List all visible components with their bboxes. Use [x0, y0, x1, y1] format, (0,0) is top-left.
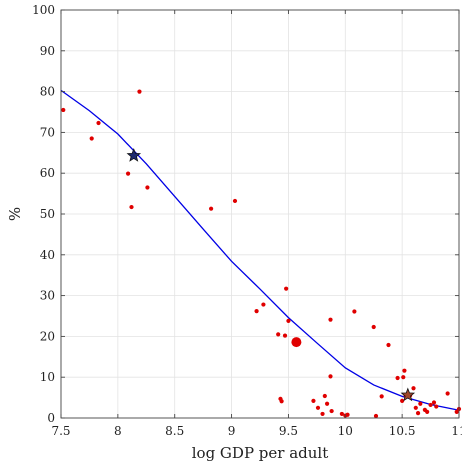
x-tick-label: 10 — [338, 424, 353, 438]
highlight-star — [126, 148, 142, 162]
y-tick-label: 90 — [40, 44, 55, 58]
data-point — [282, 333, 288, 338]
data-point — [145, 185, 150, 190]
y-tick-label: 60 — [40, 166, 55, 180]
data-point — [445, 391, 450, 396]
y-tick-label: 40 — [40, 248, 55, 262]
highlighted-markers — [126, 148, 416, 402]
highlight-point — [291, 337, 302, 348]
data-point — [232, 198, 238, 204]
x-tick-label: 8 — [114, 424, 122, 438]
data-point — [125, 171, 131, 176]
data-point — [286, 318, 291, 323]
data-point — [320, 411, 325, 417]
data-point — [395, 375, 400, 381]
y-tick-label: 100 — [32, 3, 55, 17]
data-points — [61, 89, 462, 419]
data-point — [328, 374, 333, 379]
x-tick-label: 8.5 — [165, 424, 184, 438]
data-point — [322, 393, 327, 399]
data-point — [454, 409, 459, 414]
data-point — [386, 342, 391, 348]
data-point — [329, 408, 334, 414]
x-axis-label: log GDP per adult — [192, 444, 329, 462]
data-point — [315, 405, 321, 410]
y-axis-label: % — [6, 207, 24, 221]
x-tick-label: 7.5 — [51, 424, 70, 438]
data-point — [339, 411, 344, 417]
x-tick-label: 10.5 — [389, 424, 416, 438]
y-tick-label: 0 — [47, 411, 55, 425]
data-point — [61, 107, 66, 113]
y-tick-label: 50 — [40, 207, 55, 221]
data-point — [279, 399, 284, 404]
data-point — [311, 398, 316, 403]
data-point — [402, 368, 407, 373]
data-point — [254, 309, 259, 314]
fit-line — [60, 89, 460, 411]
data-point — [371, 324, 376, 330]
data-point — [328, 317, 333, 322]
data-point — [401, 375, 406, 380]
data-point — [373, 413, 379, 419]
axis-ticks: 7.5 8 8.5 9 9.5 10 10.5 11 0 10 20 30 40 50 60 70 80 90 10… — [32, 3, 462, 438]
x-tick-label: 9.5 — [279, 424, 298, 438]
data-point — [209, 206, 214, 211]
data-point — [324, 401, 330, 406]
data-point — [137, 89, 142, 94]
data-point — [261, 302, 266, 307]
data-point — [413, 405, 418, 410]
y-tick-label: 10 — [40, 370, 55, 384]
data-point — [129, 204, 134, 210]
x-tick-label: 11 — [451, 424, 462, 438]
data-point — [431, 400, 437, 405]
data-point — [415, 411, 421, 416]
data-point — [428, 402, 433, 408]
data-point — [379, 394, 384, 399]
data-point — [284, 286, 289, 291]
fit-line-layer — [60, 89, 460, 411]
y-tick-label: 70 — [40, 125, 55, 139]
data-point — [418, 401, 423, 406]
y-tick-label: 30 — [40, 289, 55, 303]
x-tick-label: 9 — [228, 424, 236, 438]
data-point — [276, 332, 281, 337]
data-point — [345, 412, 350, 417]
data-point — [425, 409, 430, 414]
data-point — [96, 120, 101, 126]
data-point — [411, 386, 416, 391]
data-point — [89, 136, 94, 141]
data-point — [434, 404, 439, 409]
y-tick-label: 20 — [40, 329, 55, 343]
y-tick-label: 80 — [40, 85, 55, 99]
data-point — [400, 398, 405, 403]
highlight-star — [400, 387, 416, 402]
data-point — [352, 309, 357, 314]
